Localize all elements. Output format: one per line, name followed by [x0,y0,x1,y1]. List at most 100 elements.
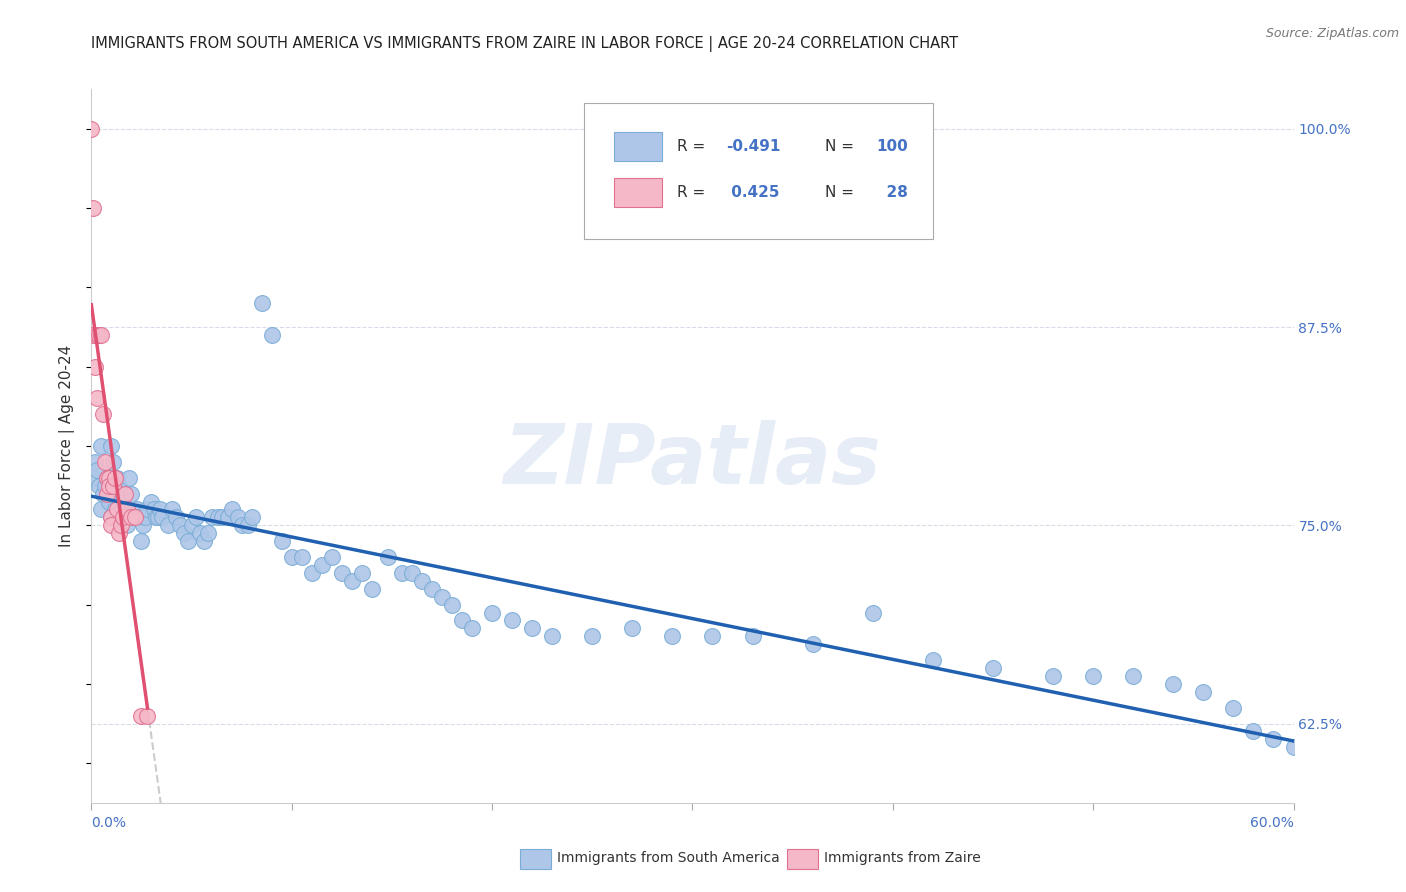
Bar [614,178,662,207]
Point [118,471,141,485]
Point [350,566,373,580]
Point [100,510,122,524]
Point [922,653,945,667]
FancyBboxPatch shape [585,103,934,239]
Point [132,518,155,533]
Point [226,510,249,524]
Point [1282,740,1305,755]
Point [301,566,323,580]
Point [90,328,112,343]
Text: Immigrants from Zaire: Immigrants from Zaire [824,851,980,865]
Point [100,510,122,524]
Point [156,518,179,533]
Point [136,502,159,516]
Point [581,629,603,643]
Point [217,510,239,524]
Point [94,455,117,469]
Point [862,606,884,620]
Point [291,549,314,564]
Point [121,486,143,500]
Bar [614,132,662,161]
Point [201,510,224,524]
Point [1163,677,1185,691]
Point [90,439,112,453]
Point [84,455,107,469]
Point [169,518,191,533]
Point [89,478,111,492]
Point [440,598,463,612]
Point [231,518,253,533]
Text: -0.491: -0.491 [725,139,780,153]
Point [121,510,143,524]
Text: 100: 100 [876,139,908,153]
Point [80,121,103,136]
Point [340,574,363,588]
Point [221,502,243,516]
Point [1192,685,1215,699]
Point [110,502,132,516]
Point [145,510,167,524]
Text: 0.425: 0.425 [725,186,779,200]
Point [84,359,107,374]
Point [98,478,121,492]
Point [522,621,544,635]
Point [621,621,644,635]
Point [173,526,195,541]
Point [260,328,283,343]
Point [117,502,139,516]
Point [86,392,108,406]
Point [281,549,304,564]
Point [124,510,146,524]
Point [176,534,198,549]
Point [1302,748,1324,763]
Point [146,510,169,524]
Text: N =: N = [825,186,859,200]
Point [112,510,135,524]
Point [377,549,399,564]
Point [103,455,125,469]
Point [430,590,453,604]
Point [1042,669,1064,683]
Point [240,510,263,524]
Text: Immigrants from South America: Immigrants from South America [557,851,779,865]
Point [321,549,343,564]
Point [124,510,146,524]
Point [197,526,219,541]
Point [82,201,104,215]
Point [110,518,132,533]
Point [114,510,136,524]
Point [93,407,115,421]
Text: R =: R = [676,186,710,200]
Text: Source: ZipAtlas.com: Source: ZipAtlas.com [1265,27,1399,40]
Point [117,518,139,533]
Point [136,708,159,723]
Point [142,502,165,516]
Text: IMMIGRANTS FROM SOUTH AMERICA VS IMMIGRANTS FROM ZAIRE IN LABOR FORCE | AGE 20-2: IMMIGRANTS FROM SOUTH AMERICA VS IMMIGRA… [91,36,959,52]
Point [104,471,127,485]
Point [86,463,108,477]
Point [270,534,292,549]
Point [96,486,118,500]
Text: N =: N = [825,139,859,153]
Point [661,629,683,643]
Point [481,606,503,620]
Point [93,486,115,500]
Point [188,526,211,541]
Y-axis label: In Labor Force | Age 20-24: In Labor Force | Age 20-24 [59,345,76,547]
Point [250,296,273,310]
Point [184,510,207,524]
Point [89,328,111,343]
Point [461,621,484,635]
Point [82,328,104,343]
Point [128,510,150,524]
Point [98,494,121,508]
Point [112,486,135,500]
Point [420,582,443,596]
Point [360,582,382,596]
Point [98,471,121,485]
Point [193,534,215,549]
Point [391,566,413,580]
Point [108,526,131,541]
Point [96,471,118,485]
Point [104,502,127,516]
